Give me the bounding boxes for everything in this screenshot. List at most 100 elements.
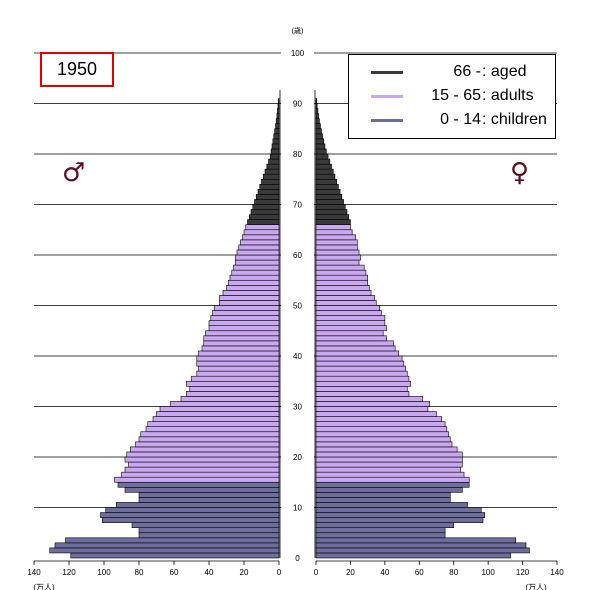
- bar-female-age-47: [315, 315, 386, 321]
- age-tick-label-40: 40: [293, 352, 302, 361]
- bar-male-age-75: [262, 173, 280, 180]
- bar-male-age-10: [115, 502, 280, 508]
- bar-female-age-74: [315, 178, 337, 185]
- bar-female-age-84: [315, 128, 322, 135]
- bar-male-age-20: [126, 451, 280, 458]
- bar-female-age-48: [315, 310, 382, 316]
- bar-female-age-66: [315, 219, 351, 225]
- bar-female-age-19: [315, 456, 463, 463]
- bar-male-age-21: [129, 446, 280, 453]
- female-tick-label-100: 100: [481, 568, 495, 577]
- bar-female-age-64: [315, 229, 353, 236]
- bar-male-age-11: [138, 497, 280, 503]
- bar-male-age-52: [222, 290, 280, 296]
- bar-male-age-68: [250, 209, 280, 215]
- bar-male-age-40: [198, 350, 280, 357]
- bar-male-age-37: [198, 365, 280, 372]
- age-tick-label-70: 70: [293, 201, 302, 210]
- bar-female-age-25: [315, 426, 448, 433]
- bar-male-age-44: [205, 330, 280, 337]
- bar-female-age-77: [315, 163, 332, 170]
- bar-female-age-13: [315, 486, 463, 493]
- bar-female-age-37: [315, 365, 406, 372]
- bar-female-age-55: [315, 274, 368, 281]
- age-tick-label-10: 10: [293, 504, 302, 513]
- bar-female-age-34: [315, 380, 411, 387]
- bar-male-age-88: [277, 108, 280, 114]
- bar-female-age-57: [315, 264, 365, 271]
- bar-male-age-14: [117, 481, 280, 488]
- male-tick-label-60: 60: [170, 568, 179, 577]
- legend-swatch-aged: [371, 71, 403, 74]
- bar-male-age-22: [135, 441, 280, 448]
- bar-female-age-14: [315, 481, 470, 488]
- bar-male-age-23: [138, 436, 280, 443]
- bar-male-age-83: [273, 133, 280, 140]
- year-label-box: 1950: [40, 52, 114, 87]
- bar-female-age-0: [315, 552, 511, 559]
- bar-male-age-16: [121, 471, 280, 478]
- bar-male-age-55: [229, 274, 280, 281]
- bar-male-age-9: [105, 507, 280, 513]
- bar-male-age-72: [257, 189, 280, 195]
- bar-female-age-2: [315, 542, 527, 549]
- bar-female-age-78: [315, 158, 331, 165]
- female-tick-label-20: 20: [346, 568, 355, 577]
- bar-female-age-87: [315, 113, 319, 119]
- bar-female-age-43: [315, 335, 387, 342]
- bar-male-age-58: [234, 259, 280, 266]
- bar-male-age-27: [152, 416, 280, 422]
- bar-male-age-6: [131, 522, 280, 529]
- bar-male-age-49: [213, 305, 280, 311]
- legend-item-adults: 15 - 65 : adults: [349, 85, 555, 107]
- bar-female-age-58: [315, 259, 360, 266]
- bar-male-age-36: [196, 370, 280, 377]
- bar-male-age-48: [212, 310, 280, 316]
- bar-male-age-50: [219, 300, 280, 306]
- bar-female-age-72: [315, 189, 341, 195]
- bar-male-age-33: [189, 385, 280, 392]
- bar-male-age-35: [191, 375, 280, 382]
- bar-female-age-33: [315, 385, 408, 392]
- bar-male-age-12: [138, 492, 280, 498]
- age-axis-unit: (歳): [292, 26, 304, 35]
- bar-male-age-19: [124, 456, 280, 463]
- bar-male-age-8: [100, 512, 280, 518]
- bar-female-age-90: [315, 98, 317, 104]
- pyramid-bars: [49, 98, 530, 559]
- bar-male-age-39: [196, 355, 280, 362]
- bar-male-age-47: [210, 315, 280, 321]
- age-tick-label-60: 60: [293, 251, 302, 260]
- bar-female-age-86: [315, 118, 320, 125]
- bar-female-age-69: [315, 204, 346, 210]
- male-tick-label-120: 120: [62, 568, 76, 577]
- male-tick-label-20: 20: [240, 568, 249, 577]
- bar-female-age-32: [315, 391, 410, 397]
- bar-male-age-76: [264, 168, 280, 175]
- legend-swatch-children: [371, 119, 403, 122]
- bar-male-age-73: [259, 184, 280, 190]
- bar-male-age-71: [255, 194, 280, 200]
- bar-male-age-67: [248, 214, 280, 220]
- bar-male-age-54: [227, 279, 280, 286]
- bar-female-age-5: [315, 527, 446, 534]
- bar-female-age-24: [315, 431, 449, 438]
- bar-female-age-29: [315, 406, 429, 412]
- bar-female-age-89: [315, 103, 318, 109]
- bar-male-age-42: [203, 340, 280, 347]
- bar-male-age-31: [180, 396, 280, 402]
- legend-label-adults: : adults: [482, 87, 534, 104]
- bar-female-age-63: [315, 234, 356, 241]
- female-tick-label-40: 40: [380, 568, 389, 577]
- age-tick-label-0: 0: [295, 554, 300, 563]
- male-population-unit: (万人): [33, 583, 55, 590]
- bar-female-age-28: [315, 411, 437, 417]
- bar-female-age-45: [315, 325, 387, 332]
- bar-female-age-15: [315, 476, 470, 483]
- bar-female-age-76: [315, 168, 334, 175]
- legend-range-adults: 15 - 65: [431, 87, 481, 104]
- bar-male-age-53: [226, 284, 280, 291]
- legend-item-children: 0 - 14 : children: [349, 109, 555, 131]
- bar-female-age-30: [315, 401, 430, 407]
